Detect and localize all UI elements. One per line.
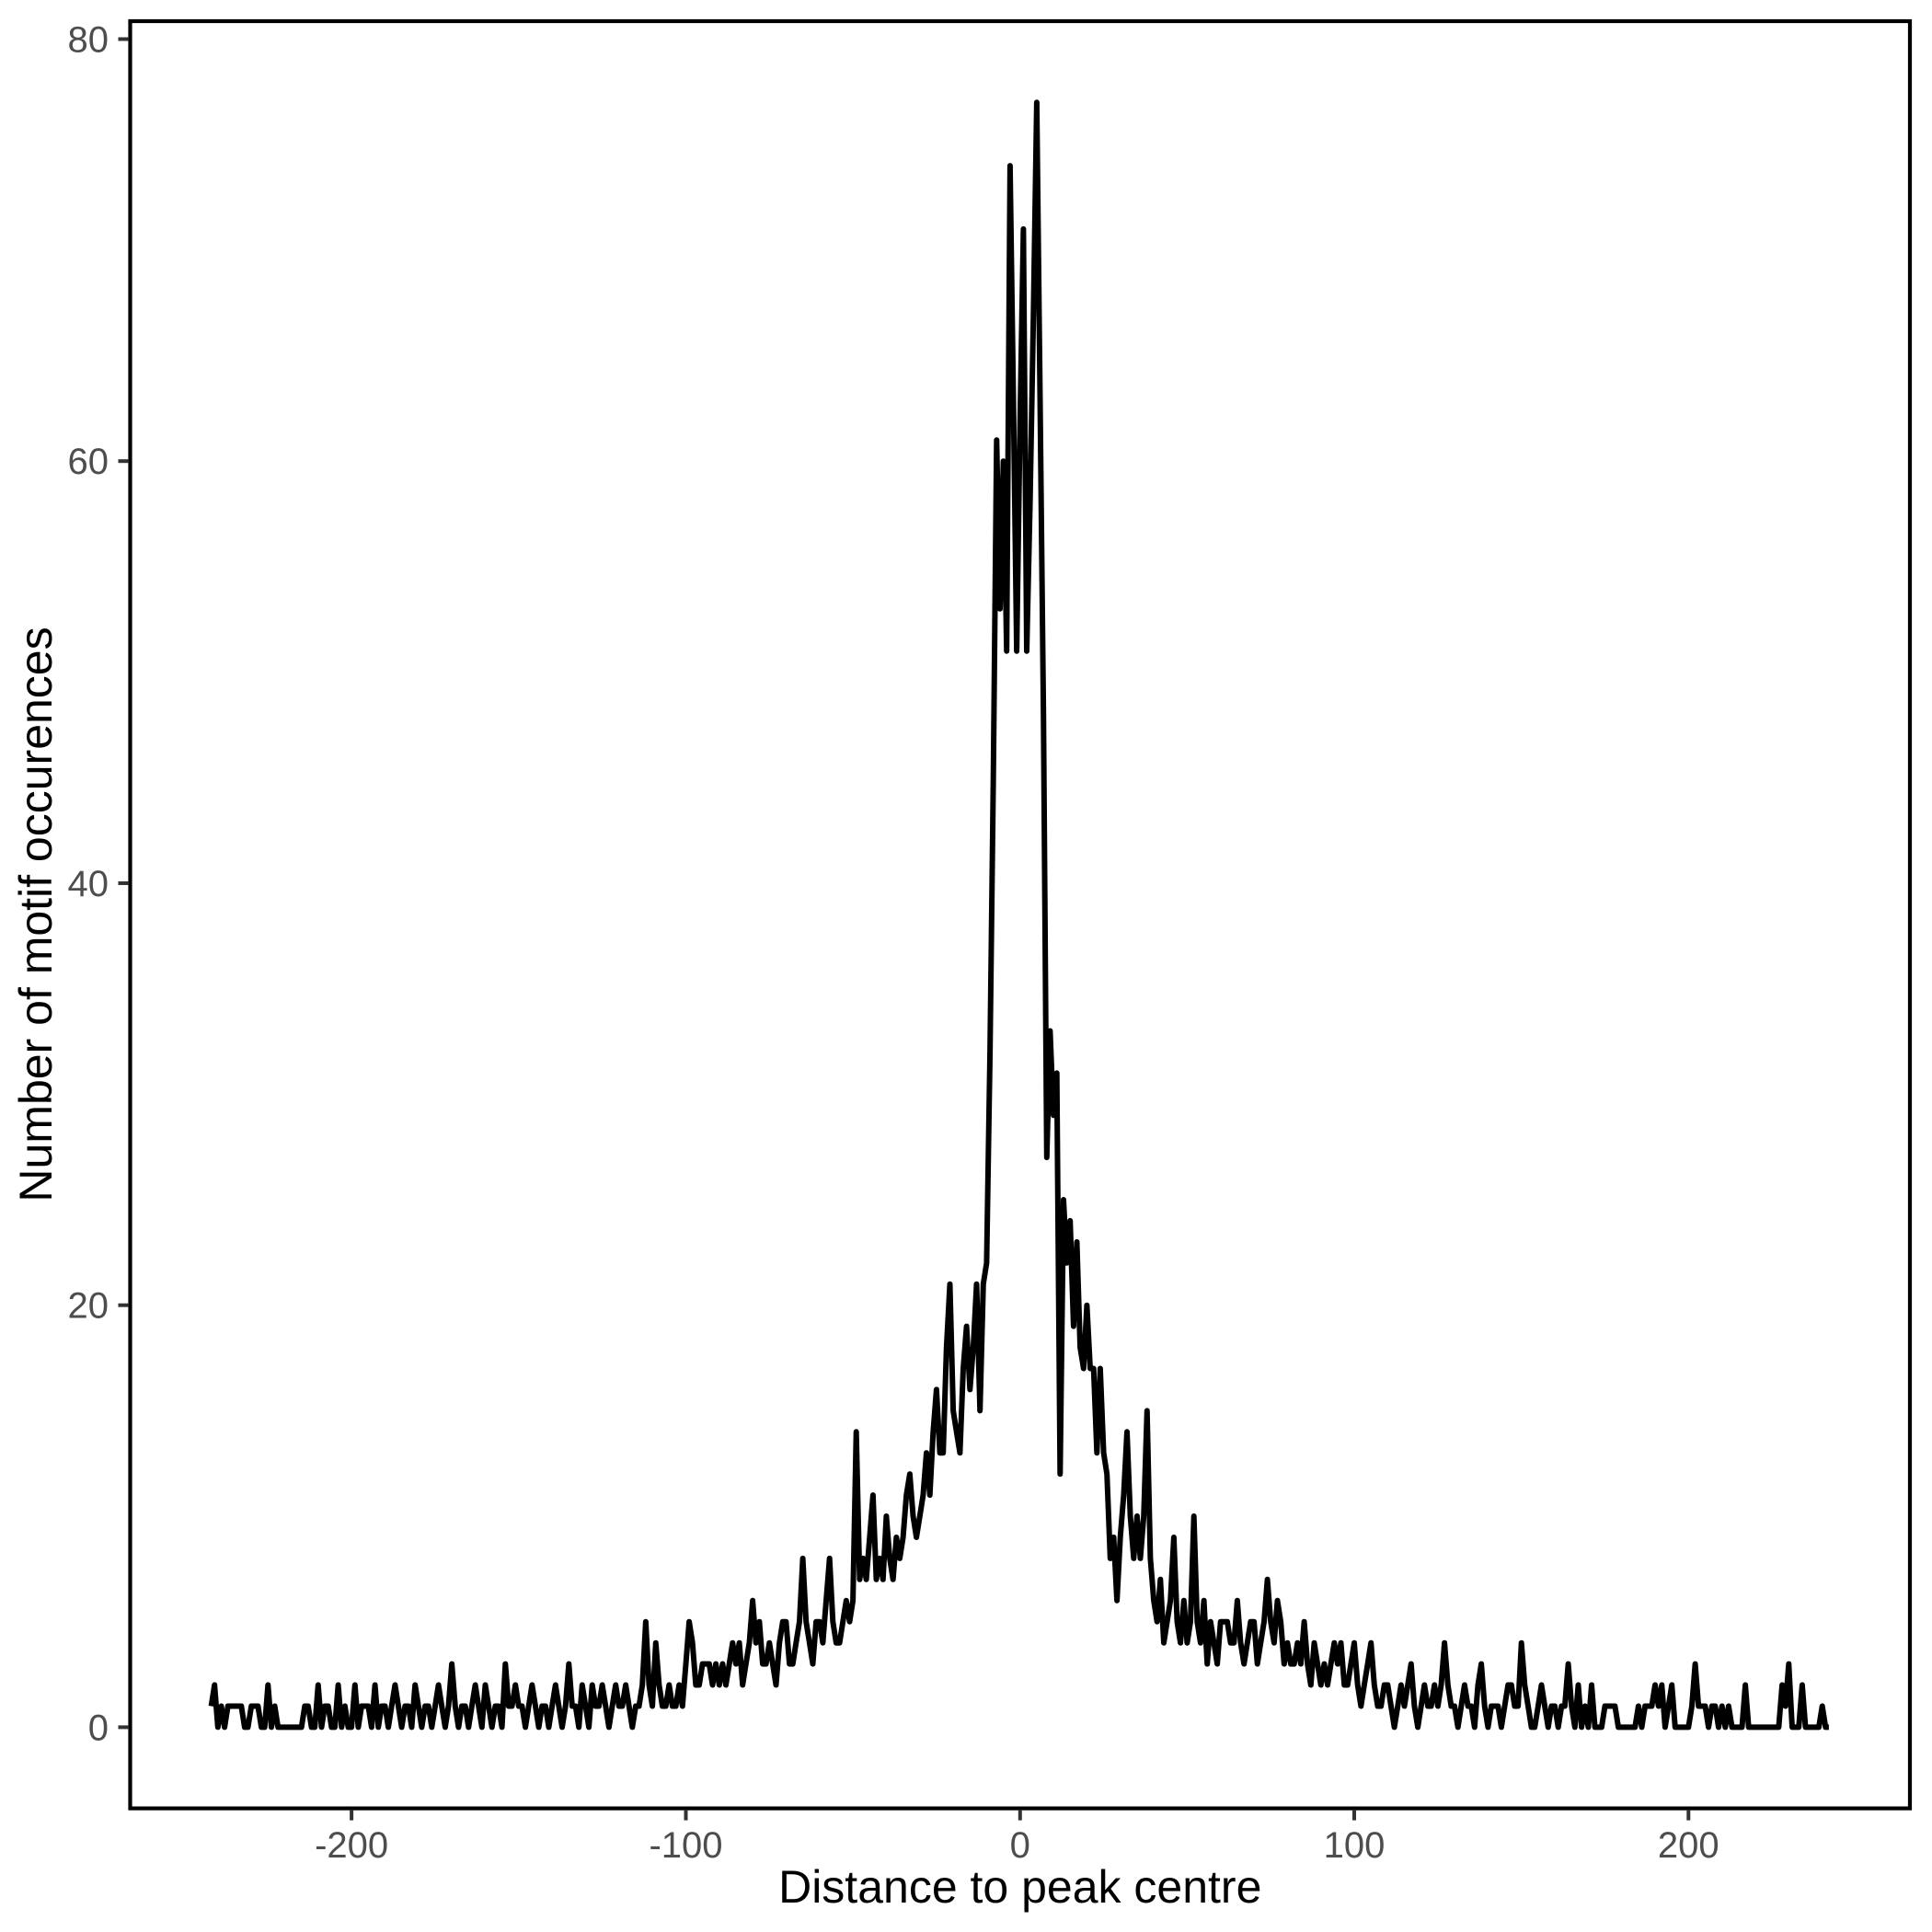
- svg-text:-100: -100: [649, 1825, 722, 1866]
- svg-text:40: 40: [68, 864, 109, 904]
- svg-text:-200: -200: [315, 1825, 388, 1866]
- svg-text:0: 0: [1010, 1825, 1030, 1866]
- svg-text:80: 80: [68, 20, 109, 61]
- svg-text:20: 20: [68, 1286, 109, 1327]
- svg-text:60: 60: [68, 442, 109, 482]
- svg-text:200: 200: [1658, 1825, 1719, 1866]
- svg-text:0: 0: [88, 1708, 109, 1748]
- svg-text:Distance to peak centre: Distance to peak centre: [778, 1861, 1261, 1913]
- svg-text:100: 100: [1324, 1825, 1386, 1866]
- svg-text:Number of motif occurences: Number of motif occurences: [10, 627, 62, 1202]
